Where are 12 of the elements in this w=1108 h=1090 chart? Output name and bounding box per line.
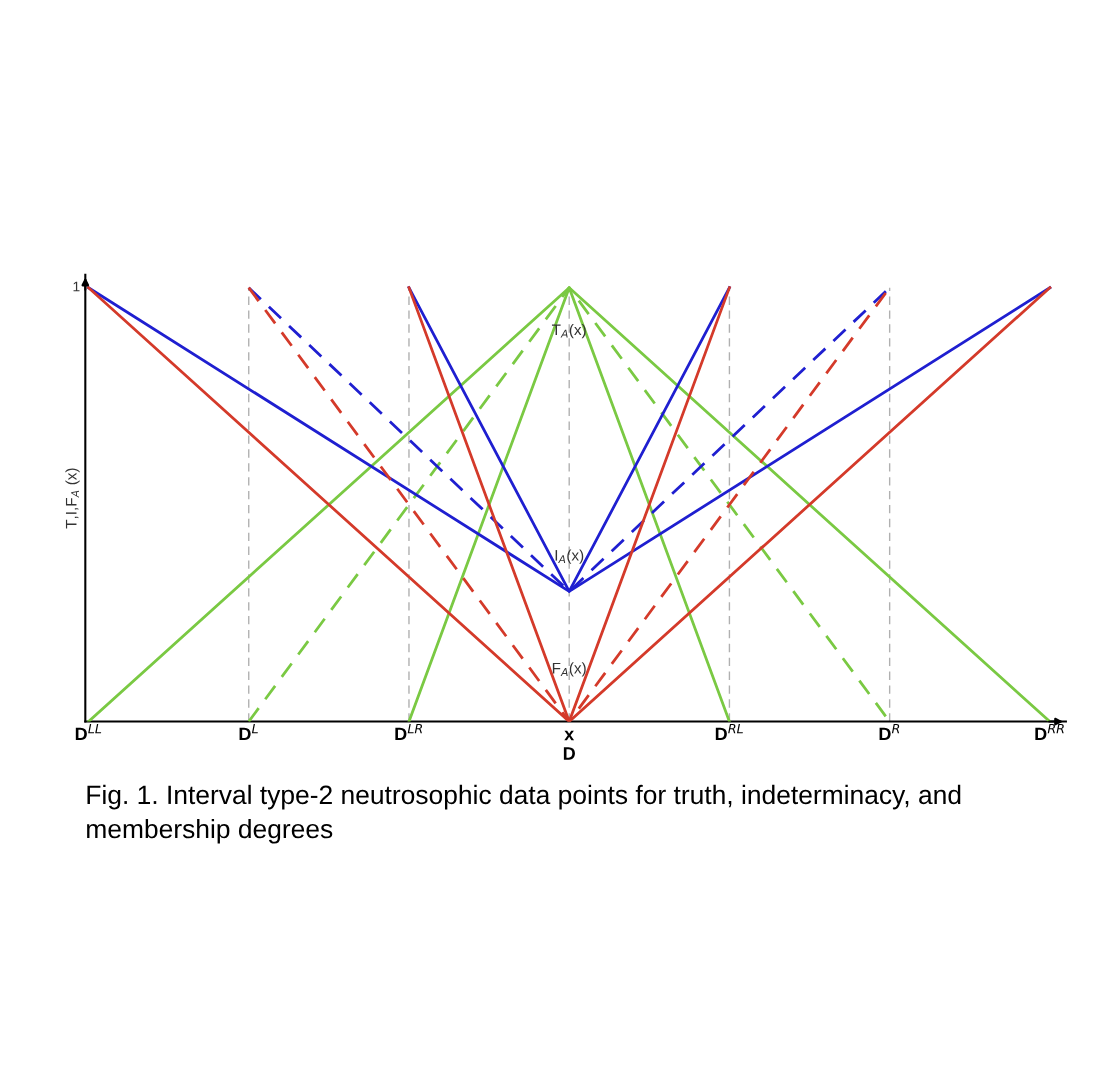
- caption: Fig. 1. Interval type-2 neutrosophic data points for truth, indeterminacy, and membership degrees: [87, 784, 961, 844]
- x-tick-label: D$^{LR}$: [395, 723, 422, 741]
- x-tick-label: D$^{LL}$: [75, 723, 102, 741]
- x-tick-label: D$^{RR}$: [1035, 723, 1064, 741]
- annotation: F$_{A}$(x): [552, 662, 586, 677]
- annotation: I$_{A}$(x): [555, 549, 584, 564]
- x-tick-label: D$^{L}$: [239, 723, 258, 741]
- x-tick-label: D$^{R}$: [879, 723, 900, 741]
- x-tick-label: D$^{RL}$: [715, 723, 743, 741]
- x-tick-label: x D: [563, 730, 575, 760]
- y-axis-title: T,I,F$_{A}$ (x): [65, 468, 80, 529]
- annotation: 1: [73, 281, 80, 292]
